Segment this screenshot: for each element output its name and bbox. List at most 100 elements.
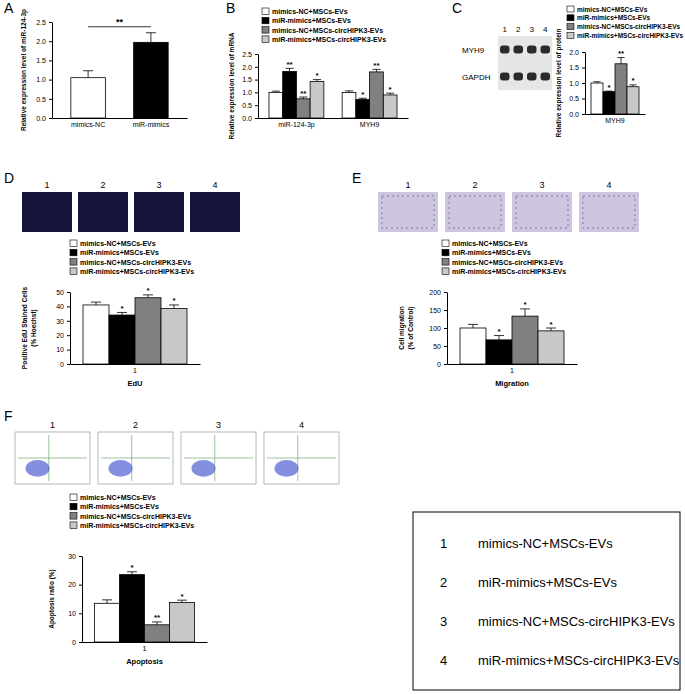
figure: A0.00.51.01.52.02.5mimics-NCmiR-mimicsRe… xyxy=(0,0,685,694)
legend-label: mimics-NC+MSCs-circHIPK3-EVs xyxy=(272,27,383,34)
image-frame xyxy=(181,432,256,484)
y-tick-mark xyxy=(79,642,82,643)
y-tick: 50 xyxy=(433,343,447,350)
bar xyxy=(269,92,283,118)
image-frame xyxy=(134,192,184,232)
y-tick-mark xyxy=(444,364,447,365)
cell-cloud xyxy=(26,460,50,477)
image-frame xyxy=(512,192,572,232)
lane-label: 3 xyxy=(530,25,535,34)
y-tick-label: 10 xyxy=(56,346,64,353)
bar xyxy=(95,603,120,642)
x-tick-label: MYH9 xyxy=(360,121,380,128)
x-tick: MYH9 xyxy=(360,118,380,128)
x-tick: miR-124-3p xyxy=(278,118,315,129)
plot-area xyxy=(269,68,397,118)
y-tick: 2.5 xyxy=(242,51,258,58)
quadrant-line xyxy=(18,458,87,459)
error-bar xyxy=(272,91,280,92)
panel: B0.00.51.01.52.02.5miR-124-3pMYH9Relativ… xyxy=(226,0,409,139)
key-label: miR-mimics+MSCs-EVs xyxy=(478,575,618,590)
x-tick-label: MYH9 xyxy=(605,117,625,124)
y-tick-mark xyxy=(67,292,70,293)
key-box: 1mimics-NC+MSCs-EVs2miR-mimics+MSCs-EVs3… xyxy=(413,512,680,690)
legend: mimics-NC+MSCs-EVsmiR-mimics+MSCs-EVsmim… xyxy=(70,240,194,275)
legend-swatch xyxy=(262,8,269,15)
y-tick: 0 xyxy=(437,361,447,368)
cell-cloud xyxy=(275,460,299,477)
y-tick-mark xyxy=(444,346,447,347)
key-number: 2 xyxy=(440,575,447,590)
quadrant-line xyxy=(267,458,336,459)
y-tick: 1.0 xyxy=(569,80,585,87)
significance: * xyxy=(180,592,184,601)
y-tick: 0.5 xyxy=(36,96,52,103)
band-label: GAPDH xyxy=(462,73,491,82)
y-tick: 2.0 xyxy=(569,49,585,56)
plot-area xyxy=(95,572,195,642)
bar xyxy=(460,328,486,364)
error-bar xyxy=(468,324,478,328)
y-tick-mark xyxy=(582,83,585,84)
y-axis: 01020304050 xyxy=(56,289,70,368)
y-tick: 1.5 xyxy=(242,76,258,83)
y-tick-mark xyxy=(255,92,258,93)
legend-swatch xyxy=(442,240,449,247)
panel-letter: D xyxy=(4,170,14,186)
error-bar xyxy=(617,58,624,64)
y-tick-mark xyxy=(67,321,70,322)
image-frame xyxy=(378,192,438,232)
image-frame xyxy=(190,192,240,232)
y-tick-label: 150 xyxy=(429,307,441,314)
image-label: 1 xyxy=(405,180,410,190)
y-axis-line xyxy=(447,293,448,365)
y-tick: 30 xyxy=(68,553,82,560)
bar xyxy=(370,72,384,118)
y-tick-label: 1.5 xyxy=(36,57,46,64)
image-label: 2 xyxy=(133,420,138,430)
y-tick-mark xyxy=(255,105,258,106)
y-tick-label: 0.0 xyxy=(569,111,579,118)
y-axis: 0102030 xyxy=(68,553,82,646)
legend-label: mimics-NC+MSCs-EVs xyxy=(272,8,348,15)
y-tick-mark xyxy=(582,114,585,115)
bar xyxy=(161,309,187,364)
bar xyxy=(615,64,627,114)
y-tick-mark xyxy=(255,80,258,81)
legend-label: miR-mimics+MSCs-EVs xyxy=(272,17,351,24)
blot-band xyxy=(500,73,510,81)
y-tick: 0.5 xyxy=(242,102,258,109)
plot-area xyxy=(460,309,564,364)
legend-label: mimics-NC+MSCs-circHIPK3-EVs xyxy=(80,259,191,266)
significance: ** xyxy=(618,49,625,58)
y-tick-label: 2.0 xyxy=(242,64,252,71)
y-tick: 2.0 xyxy=(36,38,52,45)
plot-area xyxy=(71,33,168,118)
y-tick-mark xyxy=(444,292,447,293)
y-axis-title: (% of Control) xyxy=(407,307,415,350)
x-axis-title: Apoptosis xyxy=(126,657,163,666)
blot-band xyxy=(541,46,551,54)
y-tick-mark xyxy=(79,613,82,614)
y-tick-mark xyxy=(49,118,52,119)
x-tick-label: 1 xyxy=(510,367,514,374)
x-axis-line xyxy=(586,114,646,115)
y-tick-label: 2.0 xyxy=(569,49,579,56)
bar xyxy=(512,316,538,364)
significance: * xyxy=(361,90,365,99)
band-label: MYH9 xyxy=(462,46,485,55)
legend-swatch xyxy=(442,259,449,266)
y-tick-label: 2.0 xyxy=(36,38,46,45)
legend-label: mimics-NC+MSCs-EVs xyxy=(80,494,156,501)
key-number: 1 xyxy=(440,536,447,551)
x-axis: miR-124-3p MYH9 xyxy=(259,118,409,129)
y-tick-label: 40 xyxy=(56,303,64,310)
y-tick-mark xyxy=(255,118,258,119)
y-axis: 0.00.51.01.52.02.5 xyxy=(242,51,258,122)
legend-swatch xyxy=(567,6,574,12)
x-axis: 1 xyxy=(71,364,201,374)
error-bar xyxy=(169,305,179,309)
image-texture xyxy=(583,196,635,228)
legend-swatch xyxy=(70,522,77,529)
x-axis: MYH9 xyxy=(586,114,646,124)
